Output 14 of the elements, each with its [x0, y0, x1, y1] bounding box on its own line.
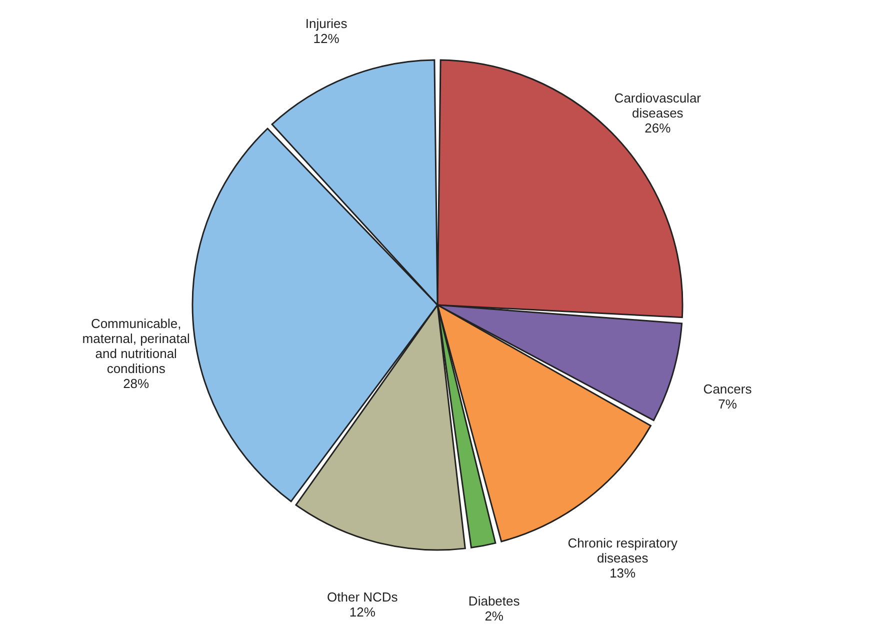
slice-label: Diabetes — [468, 594, 520, 609]
data-label: 12% — [313, 31, 340, 46]
slice-label: Cancers — [703, 381, 752, 396]
data-label: 7% — [718, 396, 738, 412]
data-label: 12% — [349, 604, 376, 620]
slice-label: Other NCDs — [326, 590, 398, 605]
slice-label: Injuries — [305, 16, 348, 32]
slice-label: Cardiovascular diseases — [614, 90, 702, 120]
data-label: 26% — [644, 120, 672, 136]
data-label: 2% — [484, 608, 504, 624]
slice-label: Communicable, maternal, perinatal and nutritional conditions — [82, 316, 190, 376]
data-label: 13% — [610, 566, 636, 581]
slice-label: Chronic respiratory diseases — [568, 536, 678, 566]
data-label: 28% — [123, 376, 150, 391]
